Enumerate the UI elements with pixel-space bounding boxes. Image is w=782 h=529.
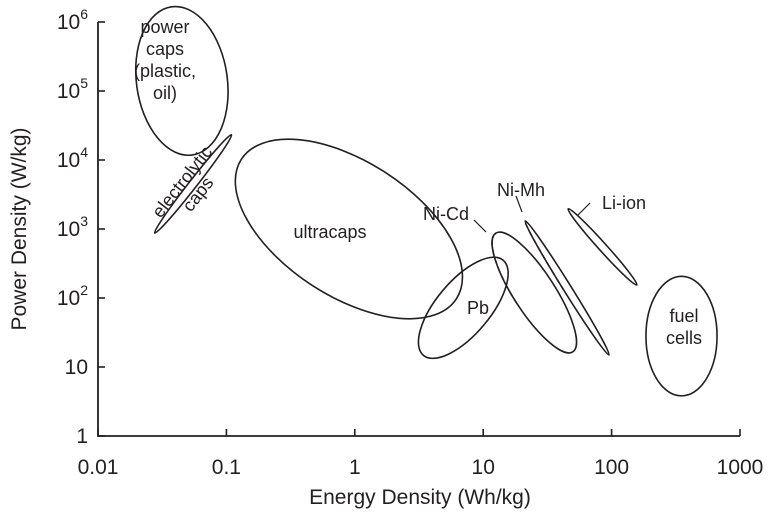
y-tick-label-3: 103 [57,213,88,241]
region-electrolytic-caps [153,133,233,234]
y-ticks: 1 10 102 103 104 105 106 [57,6,105,448]
region-ultracaps [234,138,464,320]
region-label-ni-mh: Ni-Mh [497,180,545,200]
region-labels: power caps (plastic, oil)electrolyticcapsul… [134,17,702,348]
region-power-caps [134,5,229,157]
x-tick-label-4: 100 [594,456,629,479]
region-fuel-cells [645,275,718,397]
region-label-li-ion: Li-ion [602,193,646,213]
region-label-ultracaps: ultracaps [293,222,366,242]
region-li-ion [567,207,638,286]
axes-frame [97,22,740,437]
x-tick-label-3: 10 [472,456,495,479]
region-label-fuel-cells: fuel cells [666,306,702,348]
regions [134,5,718,397]
x-ticks: 0.01 0.1 1 10 100 1000 [78,429,764,479]
y-tick-label-1: 10 [65,356,88,379]
leader-line-li-ion [577,202,591,216]
leader-line-ni-mh [515,195,523,213]
y-tick-label-2: 102 [57,282,88,310]
x-tick-label-5: 1000 [717,456,764,479]
y-axis-title: Power Density (W/kg) [8,127,31,330]
region-ni-mh-hidden-edge [524,220,565,291]
region-ni-mh [524,220,610,356]
region-label-pb: Pb [467,298,489,318]
leader-line-ni-cd [473,219,487,233]
region-label-ni-cd: Ni-Cd [423,204,469,224]
x-axis-title: Energy Density (Wh/kg) [309,486,531,509]
x-tick-label-1: 0.1 [212,456,241,479]
x-tick-label-0: 0.01 [78,456,119,479]
y-tick-label-5: 105 [57,75,88,103]
region-ni-cd [491,231,578,354]
y-tick-label-4: 104 [57,144,88,172]
region-ni-cd-hidden-edge [491,232,518,305]
y-tick-label-6: 106 [57,6,88,34]
x-tick-label-2: 1 [349,456,361,479]
region-pb [417,256,509,360]
plot-area: 0.01 0.1 1 10 100 1000 1 10 102 103 104 105 106 pow… [57,5,764,479]
y-tick-label-0: 1 [76,425,88,448]
region-label-power-caps: power caps (plastic, oil) [134,17,196,103]
